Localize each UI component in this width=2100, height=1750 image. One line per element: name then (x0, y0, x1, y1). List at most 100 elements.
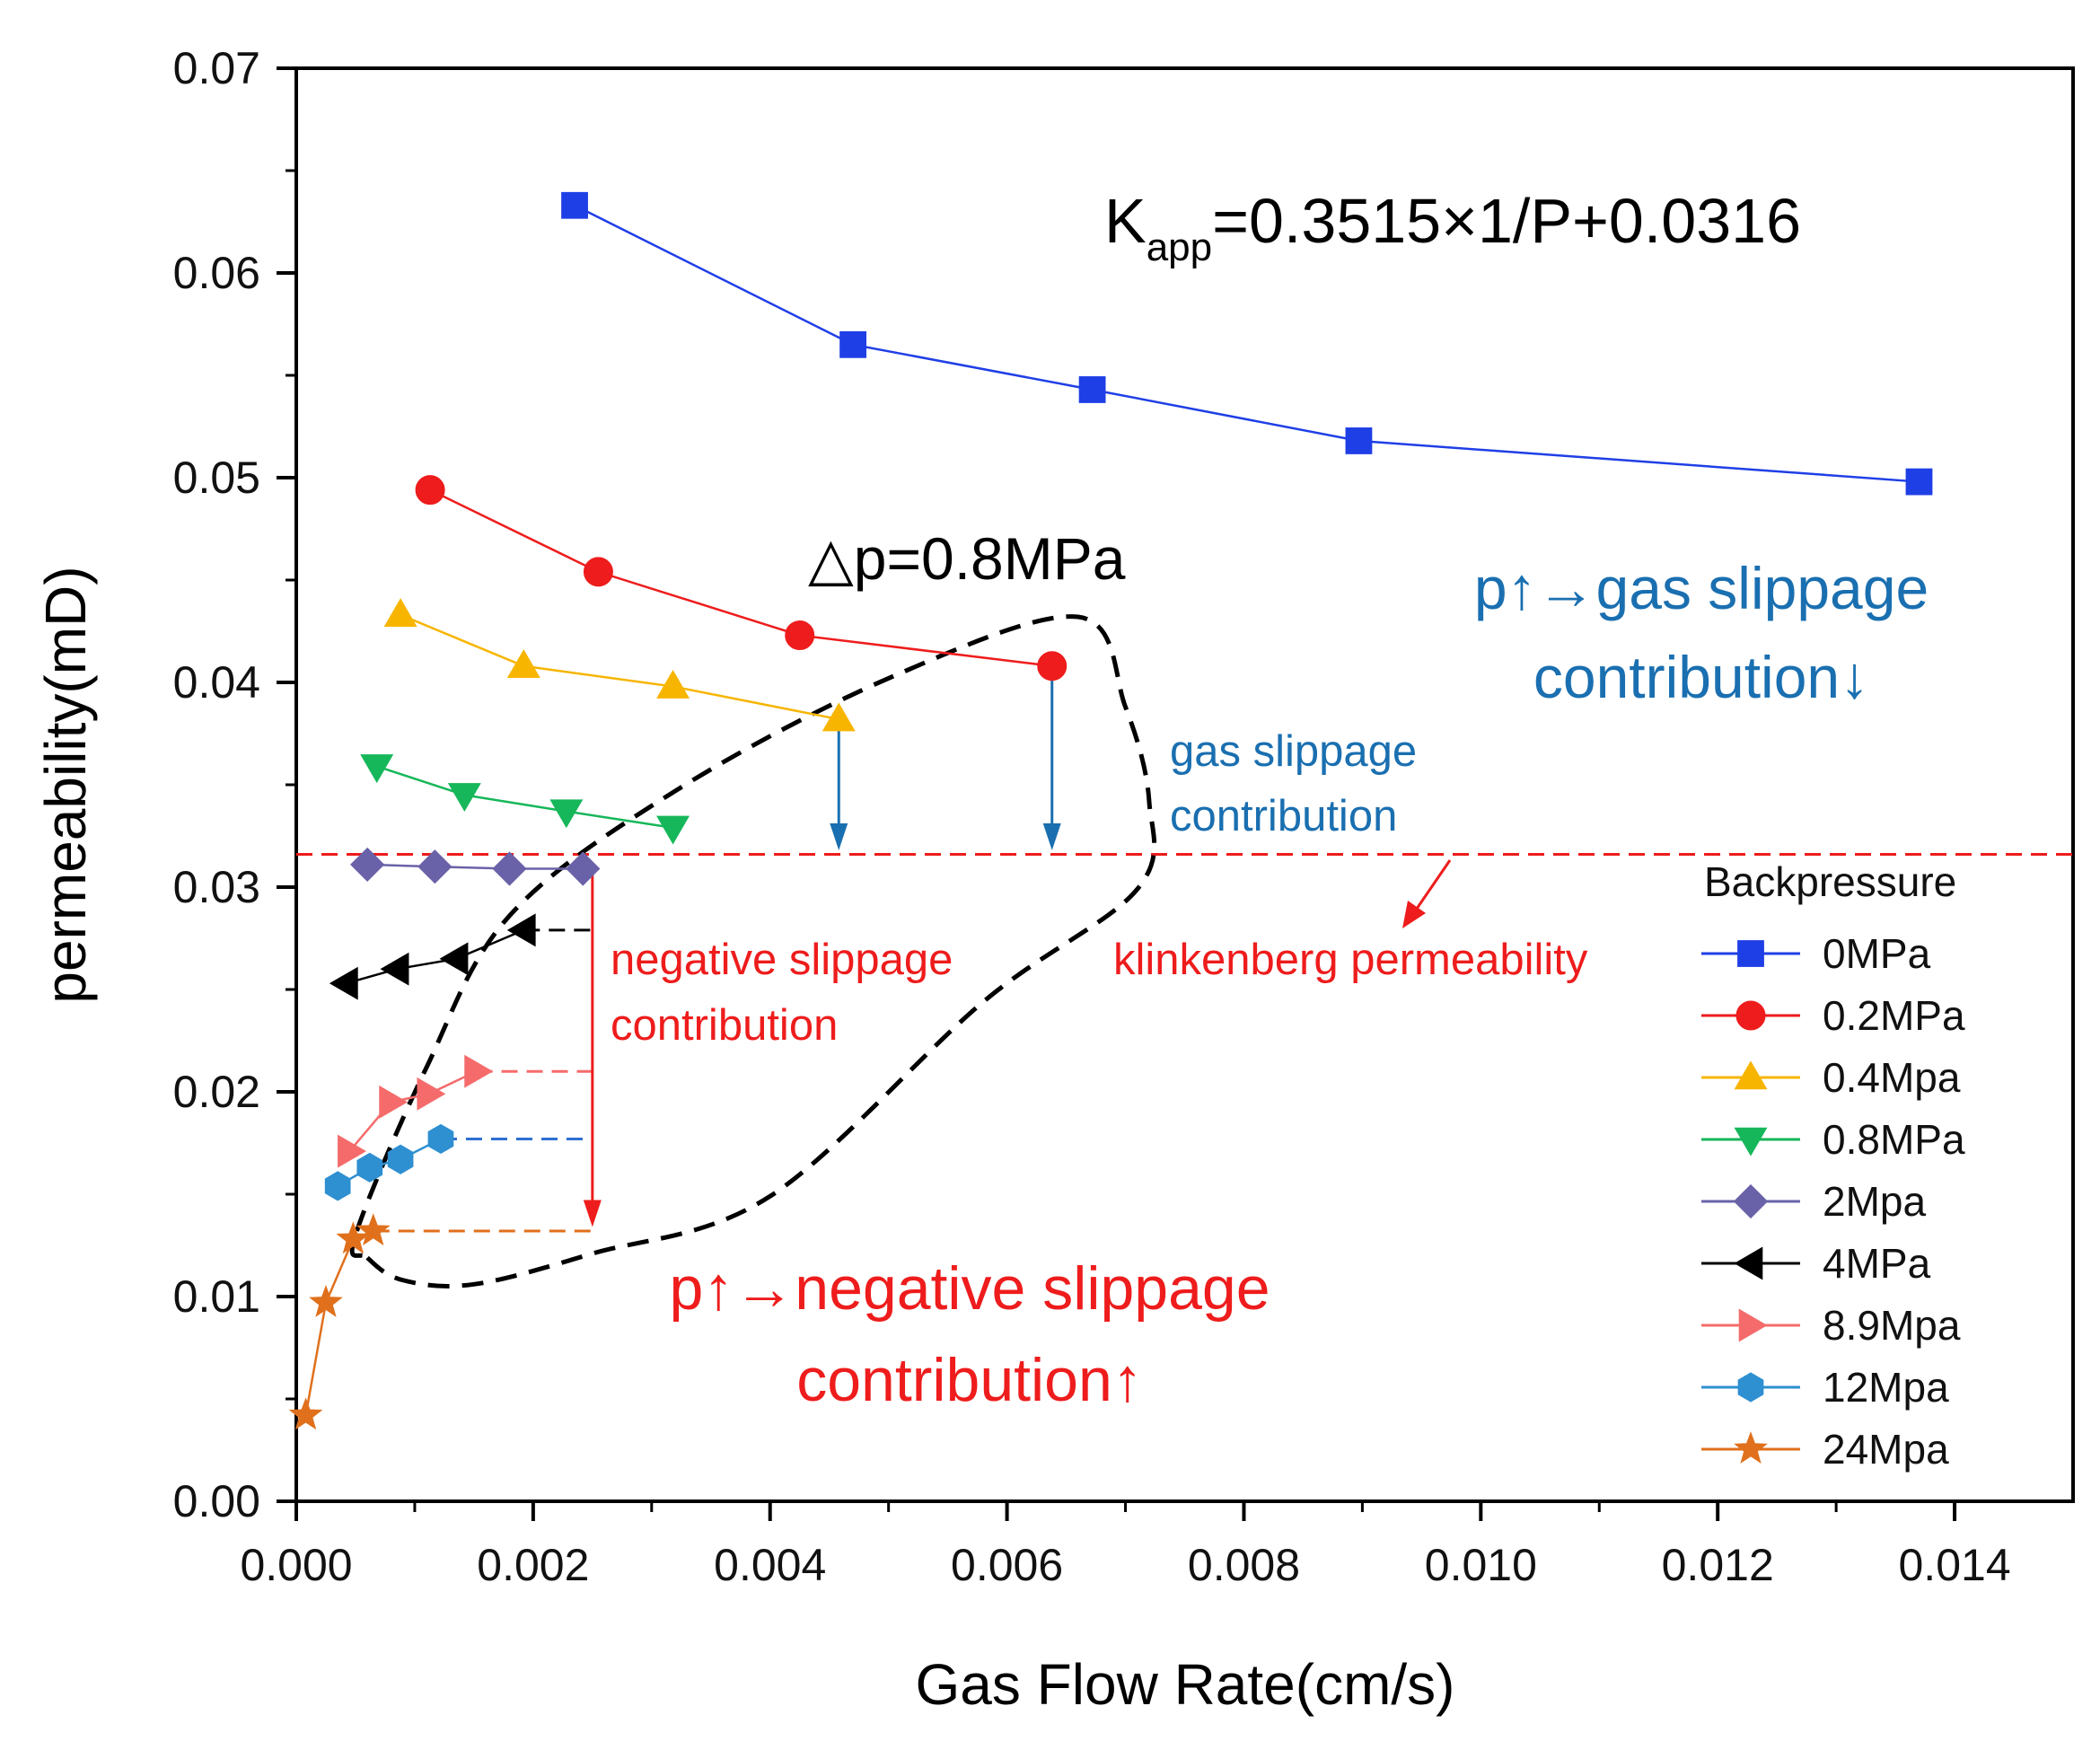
series-line-0-2mpa (429, 488, 1052, 668)
data-point-0mpa (1905, 468, 1933, 496)
legend-marker-2mpa (1733, 1183, 1769, 1219)
legend-item-2mpa: 2Mpa (1701, 1178, 1926, 1225)
y-tick-label: 0.05 (173, 453, 260, 503)
legend-label: 4MPa (1823, 1240, 1931, 1287)
series-line-0-4mpa (400, 613, 839, 721)
gas-slippage-contribution-line1: gas slippage (1170, 727, 1417, 776)
legend-item-0-8mpa: 0.8MPa (1701, 1116, 1965, 1163)
klinkenberg-pointer-line (1415, 859, 1452, 910)
x-tick-label: 0.004 (714, 1540, 826, 1590)
series-0-4mpa (383, 598, 856, 732)
data-point-24mpa (356, 1213, 391, 1246)
data-point-0-4mpa (656, 669, 690, 699)
data-point-8-9mpa (417, 1077, 446, 1111)
y-tick-label: 0.07 (173, 43, 260, 93)
x-tick-label: 0.006 (951, 1540, 1063, 1590)
negative-slippage-trend-line1: p↑→negative slippage (669, 1254, 1270, 1323)
x-tick-label: 0.008 (1188, 1540, 1300, 1590)
gas-slippage-arrow-0.4mpa-head (830, 822, 848, 850)
legend-marker-4mpa (1734, 1246, 1763, 1280)
data-point-8-9mpa (464, 1054, 494, 1088)
data-point-0-2mpa (785, 620, 815, 651)
legend-marker-0-2mpa (1735, 1000, 1766, 1031)
y-tick-label: 0.04 (173, 657, 260, 708)
data-point-24mpa (336, 1221, 371, 1254)
series-0mpa (561, 191, 1933, 496)
data-point-0-2mpa (415, 475, 445, 506)
gas-slippage-trend-line2: contribution↓ (1533, 644, 1869, 710)
legend-item-0-4mpa: 0.4Mpa (1701, 1054, 1961, 1101)
legend-label: 2Mpa (1823, 1178, 1926, 1225)
data-point-12mpa (387, 1144, 414, 1174)
y-tick-label: 0.01 (173, 1271, 260, 1322)
equation-k: K (1104, 186, 1147, 256)
series-8-9mpa (338, 1054, 494, 1168)
x-tick-label: 0.010 (1425, 1540, 1537, 1590)
y-tick-label: 0.03 (173, 862, 260, 912)
gas-slippage-arrow-0.2mpa-head (1042, 822, 1061, 850)
series-line-0-8mpa (376, 765, 673, 830)
legend-label: 0.8MPa (1823, 1116, 1965, 1163)
x-axis-title: Gas Flow Rate(cm/s) (916, 1652, 1455, 1717)
legend-marker-0-8mpa (1734, 1127, 1768, 1156)
data-point-24mpa (288, 1397, 323, 1430)
legend-label: 0.2MPa (1823, 992, 1965, 1039)
data-point-12mpa (324, 1171, 351, 1201)
x-tick-label: 0.002 (477, 1540, 589, 1590)
series-2mpa (350, 847, 601, 886)
legend: Backpressure 0MPa 0.2MPa 0.4Mpa 0.8MPa 2Mpa 4… (1701, 858, 1965, 1473)
data-point-0mpa (561, 191, 588, 219)
legend-item-0mpa: 0MPa (1701, 930, 1931, 977)
legend-label: 0.4Mpa (1823, 1054, 1961, 1101)
data-point-0-4mpa (506, 649, 540, 679)
series-line-2mpa (367, 863, 584, 870)
data-point-4mpa (329, 966, 358, 1000)
legend-label: 8.9Mpa (1823, 1302, 1961, 1349)
enclosure-curve-layer (349, 614, 1157, 1288)
data-point-0mpa (1345, 427, 1373, 454)
data-point-2mpa (417, 849, 453, 884)
legend-marker-24mpa (1734, 1431, 1768, 1464)
data-point-4mpa (439, 942, 469, 976)
data-point-0-4mpa (383, 598, 417, 628)
data-point-12mpa (427, 1123, 454, 1155)
data-point-0-2mpa (583, 557, 613, 587)
legend-marker-0-4mpa (1734, 1060, 1768, 1090)
data-point-0-8mpa (656, 815, 690, 845)
equation-rest: =0.3515×1/P+0.0316 (1212, 186, 1801, 256)
legend-label: 12Mpa (1823, 1364, 1949, 1411)
legend-marker-8-9mpa (1738, 1308, 1768, 1342)
legend-item-24mpa: 24Mpa (1701, 1426, 1949, 1473)
series-0-2mpa (415, 475, 1068, 682)
legend-item-4mpa: 4MPa (1701, 1240, 1931, 1287)
enclosure-curve (349, 614, 1157, 1288)
legend-marker-0mpa (1737, 940, 1764, 967)
data-point-0-8mpa (447, 783, 481, 812)
gas-slippage-trend-line1: p↑→gas slippage (1474, 555, 1929, 621)
series-4mpa (329, 913, 536, 1000)
gas-slippage-contribution-line2: contribution (1170, 792, 1397, 840)
data-point-8-9mpa (379, 1085, 409, 1119)
data-point-2mpa (492, 851, 527, 886)
series-layer (288, 191, 1933, 1430)
data-point-0-4mpa (822, 702, 856, 732)
klinkenberg-pointer-head (1402, 901, 1426, 928)
data-point-2mpa (350, 847, 385, 883)
equation-subscript: app (1147, 225, 1212, 269)
legend-title: Backpressure (1704, 858, 1956, 905)
equation-annotation: Kapp=0.3515×1/P+0.0316 (1104, 186, 1801, 269)
data-point-4mpa (380, 952, 409, 986)
legend-label: 24Mpa (1823, 1426, 1949, 1473)
negative-slippage-arrow-head (583, 1200, 602, 1227)
klinkenberg-permeability-label: klinkenberg permeability (1113, 936, 1588, 984)
data-point-0-8mpa (549, 799, 584, 829)
legend-item-0-2mpa: 0.2MPa (1701, 992, 1965, 1039)
data-point-0mpa (1078, 376, 1106, 403)
legend-marker-12mpa (1737, 1372, 1764, 1403)
data-point-0-2mpa (1037, 651, 1068, 682)
negative-slippage-contribution-line1: negative slippage (611, 936, 953, 984)
legend-item-12mpa: 12Mpa (1701, 1364, 1949, 1411)
y-axis-title: permeability(mD) (33, 566, 98, 1003)
negative-slippage-contribution-line2: contribution (611, 1001, 838, 1050)
